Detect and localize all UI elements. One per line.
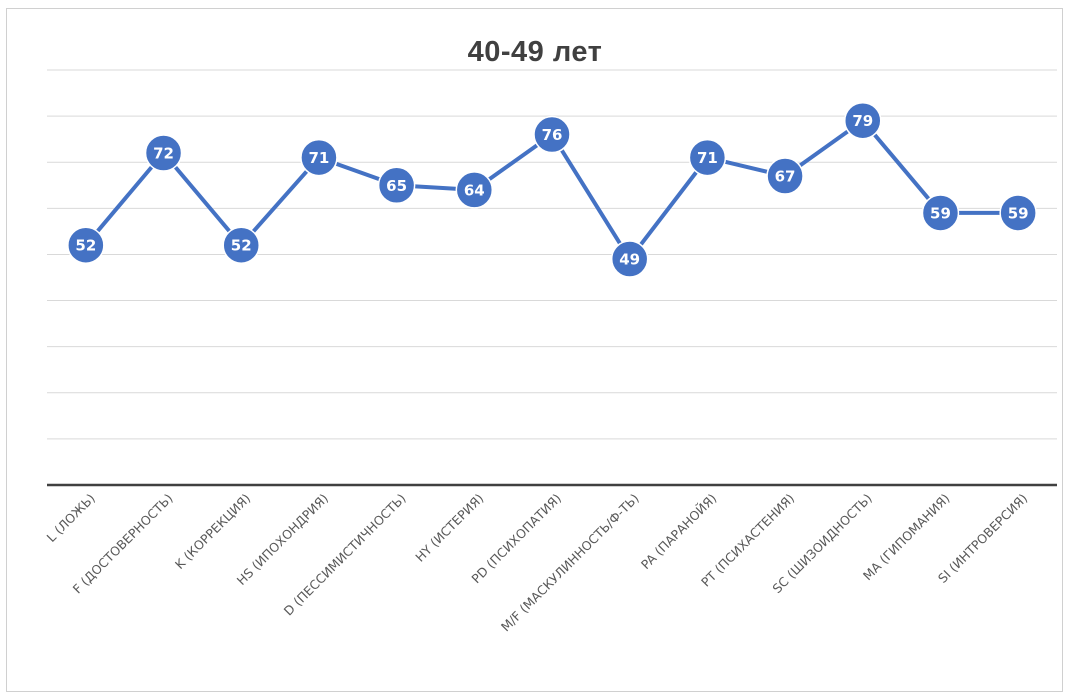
data-label: 65: [386, 177, 407, 195]
chart-frame: [6, 8, 1063, 692]
data-point-marker: [688, 138, 727, 177]
data-label: 76: [542, 126, 563, 144]
data-point-marker: [222, 226, 260, 264]
data-point-marker: [766, 157, 804, 195]
data-label: 72: [153, 145, 174, 163]
data-label: 49: [619, 251, 640, 269]
data-label: 79: [852, 112, 873, 130]
x-tick-label: SI (ИНТРОВЕРСИЯ): [935, 491, 1030, 586]
x-tick-label: HY (ИСТЕРИЯ): [412, 491, 486, 565]
data-point-marker: [67, 226, 105, 264]
data-point-marker: [300, 138, 338, 177]
data-point-marker: [377, 166, 416, 205]
data-point-marker: [533, 115, 571, 154]
data-point-marker: [921, 194, 960, 232]
data-label: 71: [697, 149, 718, 167]
x-tick-label: MA (ГИПОМАНИЯ): [860, 491, 953, 584]
x-tick-label: M/F (МАСКУЛИННОСТЬ/Ф-ТЬ): [498, 491, 642, 635]
data-label: 52: [75, 237, 96, 255]
data-point-marker: [844, 101, 882, 140]
data-label: 52: [231, 237, 252, 255]
chart-title: 40-49 лет: [467, 36, 603, 68]
x-tick-label: PA (ПАРАНОЙЯ): [638, 491, 720, 573]
data-label: 59: [930, 204, 951, 222]
x-tick-label: L (ЛОЖЬ): [44, 491, 98, 545]
data-point-marker: [455, 171, 494, 209]
data-point-marker: [610, 240, 649, 278]
x-tick-label: K (КОРРЕКЦИЯ): [172, 491, 253, 572]
data-label: 71: [308, 149, 329, 167]
data-label: 67: [775, 168, 796, 186]
data-point-marker: [144, 134, 183, 172]
data-label: 64: [464, 181, 485, 199]
data-label: 59: [1008, 204, 1029, 222]
data-point-marker: [999, 194, 1037, 232]
